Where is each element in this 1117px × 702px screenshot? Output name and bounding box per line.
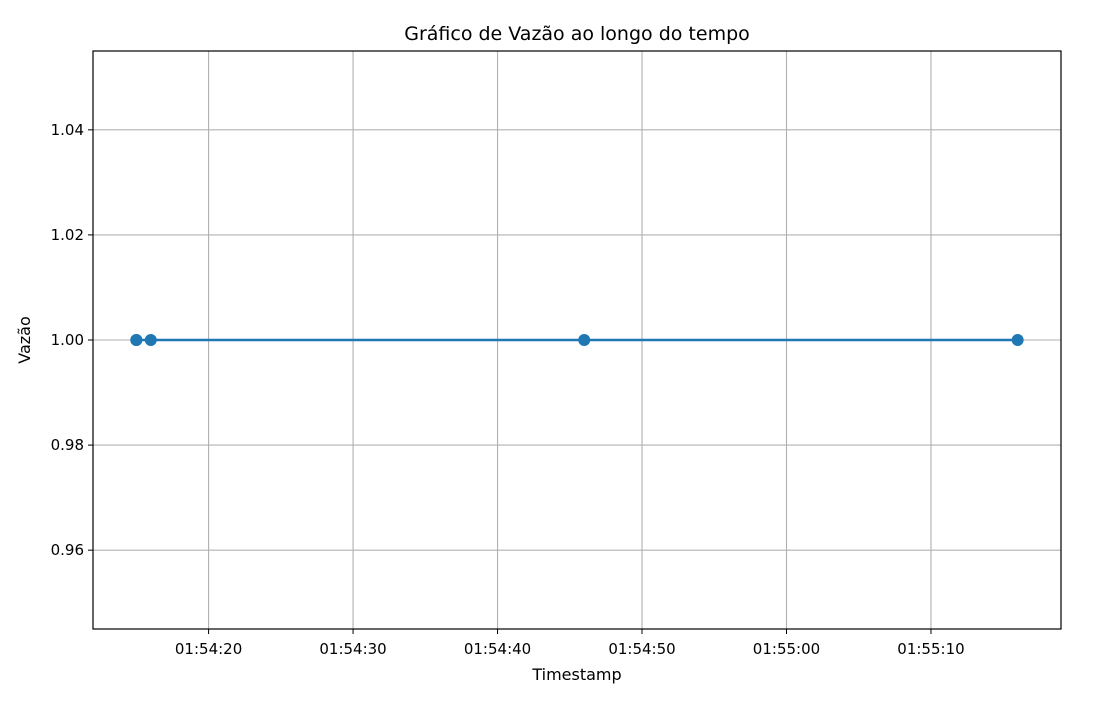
y-tick-label: 1.02 xyxy=(51,226,84,244)
x-tick-label: 01:54:30 xyxy=(319,640,386,658)
x-axis-label: Timestamp xyxy=(531,665,621,684)
series-layer xyxy=(130,334,1024,346)
y-tick-label: 1.00 xyxy=(51,331,84,349)
chart-title: Gráfico de Vazão ao longo do tempo xyxy=(404,23,750,45)
x-tick-label: 01:55:00 xyxy=(753,640,820,658)
y-tick-label: 1.04 xyxy=(51,121,84,139)
y-axis-label: Vazão xyxy=(15,316,34,364)
y-tick-label: 0.98 xyxy=(51,436,84,454)
y-tick-label: 0.96 xyxy=(51,541,84,559)
x-tick-label: 01:55:10 xyxy=(897,640,964,658)
x-axis-ticks: 01:54:20 01:54:30 01:54:40 01:54:50 01:55:00… xyxy=(175,629,965,658)
data-point xyxy=(578,334,591,346)
y-axis-ticks: 0.96 0.98 1.00 1.02 1.04 xyxy=(51,121,93,559)
x-tick-label: 01:54:40 xyxy=(464,640,531,658)
x-tick-label: 01:54:50 xyxy=(608,640,675,658)
data-point xyxy=(144,334,157,346)
data-point xyxy=(130,334,143,346)
x-tick-label: 01:54:20 xyxy=(175,640,242,658)
data-point xyxy=(1011,334,1024,346)
